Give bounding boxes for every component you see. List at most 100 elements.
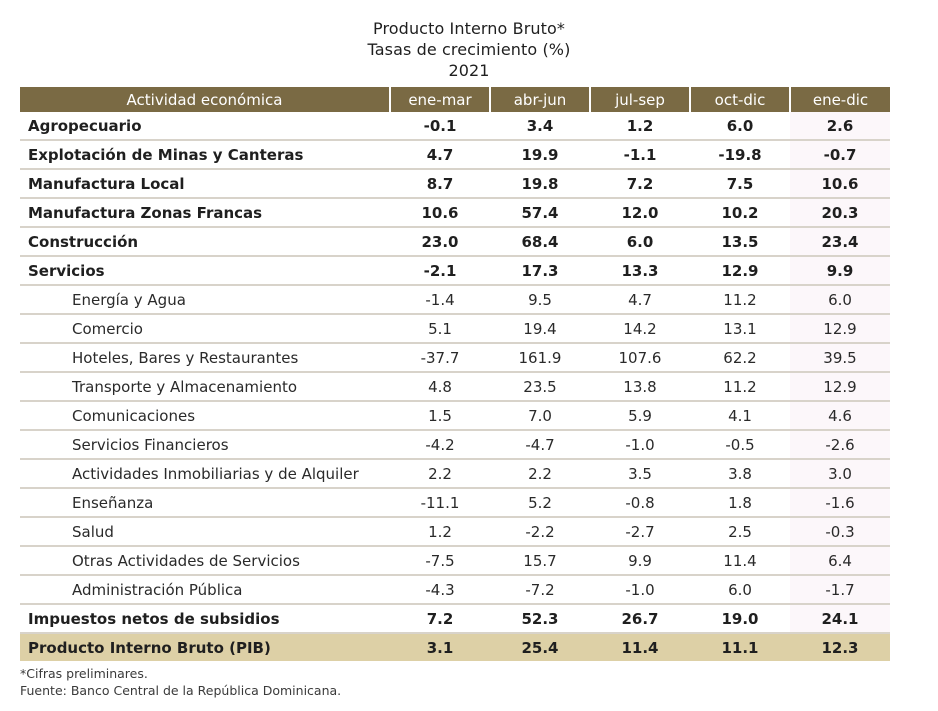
table-title: Producto Interno Bruto* Tasas de crecimi… — [0, 18, 938, 81]
value-annual: -0.3 — [790, 517, 890, 547]
value-annual: 24.1 — [790, 604, 890, 634]
table-row: Comercio 5.1 19.4 14.2 13.1 12.9 — [20, 314, 890, 344]
value-q2: -4.7 — [490, 430, 590, 460]
value-q3: 26.7 — [590, 604, 690, 634]
header-activity: Actividad económica — [20, 87, 390, 112]
title-line-1: Producto Interno Bruto* — [373, 19, 565, 38]
value-annual: 12.9 — [790, 314, 890, 344]
value-annual: 12.9 — [790, 372, 890, 402]
header-q2: abr-jun — [489, 87, 590, 112]
table-row: Enseñanza -11.1 5.2 -0.8 1.8 -1.6 — [20, 488, 890, 518]
value-q1: -4.2 — [390, 430, 490, 460]
activity-label: Manufactura Zonas Francas — [20, 198, 390, 228]
value-q1: 4.7 — [390, 140, 490, 170]
activity-label: Enseñanza — [20, 488, 390, 518]
value-q2: 2.2 — [490, 459, 590, 489]
value-q3: 11.4 — [590, 633, 690, 661]
value-q2: 161.9 — [490, 343, 590, 373]
table-row: Otras Actividades de Servicios -7.5 15.7 9.… — [20, 546, 890, 576]
value-q4: 62.2 — [690, 343, 790, 373]
title-line-3: 2021 — [448, 61, 490, 80]
table-row: Comunicaciones 1.5 7.0 5.9 4.1 4.6 — [20, 401, 890, 431]
table-row: Manufactura Zonas Francas 10.6 57.4 12.0 10.… — [20, 198, 890, 228]
activity-label: Manufactura Local — [20, 169, 390, 199]
header-q4: oct-dic — [689, 87, 790, 112]
activity-label: Comercio — [20, 314, 390, 344]
activity-label: Producto Interno Bruto (PIB) — [20, 633, 390, 661]
value-q3: -0.8 — [590, 488, 690, 518]
value-q4: 11.2 — [690, 372, 790, 402]
value-q3: 107.6 — [590, 343, 690, 373]
table-row: Servicios Financieros -4.2 -4.7 -1.0 -0.5 -2.… — [20, 430, 890, 460]
value-q3: -2.7 — [590, 517, 690, 547]
activity-label: Actividades Inmobiliarias y de Alquiler — [20, 459, 390, 489]
activity-label: Hoteles, Bares y Restaurantes — [20, 343, 390, 373]
footnotes: *Cifras preliminares. Fuente: Banco Cent… — [20, 665, 341, 699]
table-row: Transporte y Almacenamiento 4.8 23.5 13.8 11… — [20, 372, 890, 402]
table-row: Energía y Agua -1.4 9.5 4.7 11.2 6.0 — [20, 285, 890, 315]
value-q4: -0.5 — [690, 430, 790, 460]
value-annual: 10.6 — [790, 169, 890, 199]
title-line-2: Tasas de crecimiento (%) — [367, 40, 571, 59]
value-q4: 19.0 — [690, 604, 790, 634]
table-row: Manufactura Local 8.7 19.8 7.2 7.5 10.6 — [20, 169, 890, 199]
activity-label: Construcción — [20, 227, 390, 257]
header-q1: ene-mar — [389, 87, 490, 112]
value-q3: 4.7 — [590, 285, 690, 315]
value-q4: -19.8 — [690, 140, 790, 170]
value-q1: -7.5 — [390, 546, 490, 576]
value-annual: 23.4 — [790, 227, 890, 257]
value-q4: 11.1 — [690, 633, 790, 661]
value-q4: 7.5 — [690, 169, 790, 199]
value-q3: 1.2 — [590, 112, 690, 141]
value-q3: -1.1 — [590, 140, 690, 170]
value-q3: 12.0 — [590, 198, 690, 228]
table-row: Agropecuario -0.1 3.4 1.2 6.0 2.6 — [20, 112, 890, 141]
value-q4: 12.9 — [690, 256, 790, 286]
activity-label: Explotación de Minas y Canteras — [20, 140, 390, 170]
value-annual: 9.9 — [790, 256, 890, 286]
value-q2: 9.5 — [490, 285, 590, 315]
activity-label: Administración Pública — [20, 575, 390, 605]
value-q4: 2.5 — [690, 517, 790, 547]
value-annual: 6.4 — [790, 546, 890, 576]
value-q3: -1.0 — [590, 430, 690, 460]
value-annual: -1.6 — [790, 488, 890, 518]
gdp-growth-table: Actividad económica ene-mar abr-jun jul-… — [20, 87, 890, 661]
value-q1: 3.1 — [390, 633, 490, 661]
value-q2: -2.2 — [490, 517, 590, 547]
value-q4: 3.8 — [690, 459, 790, 489]
table-row: Servicios -2.1 17.3 13.3 12.9 9.9 — [20, 256, 890, 286]
value-q1: 10.6 — [390, 198, 490, 228]
table-row: Actividades Inmobiliarias y de Alquiler 2… — [20, 459, 890, 489]
value-annual: 39.5 — [790, 343, 890, 373]
value-q3: 5.9 — [590, 401, 690, 431]
value-q1: -0.1 — [390, 112, 490, 141]
value-q1: 1.5 — [390, 401, 490, 431]
activity-label: Comunicaciones — [20, 401, 390, 431]
value-q2: 3.4 — [490, 112, 590, 141]
table-row: Salud 1.2 -2.2 -2.7 2.5 -0.3 — [20, 517, 890, 547]
value-annual: -2.6 — [790, 430, 890, 460]
value-q3: 6.0 — [590, 227, 690, 257]
value-q4: 6.0 — [690, 112, 790, 141]
total-row: Producto Interno Bruto (PIB) 3.1 25.4 11.4 1… — [20, 633, 890, 661]
value-annual: 12.3 — [790, 633, 890, 661]
value-q3: 3.5 — [590, 459, 690, 489]
value-q4: 1.8 — [690, 488, 790, 518]
table-row: Administración Pública -4.3 -7.2 -1.0 6.0 -1.… — [20, 575, 890, 605]
value-q4: 11.2 — [690, 285, 790, 315]
value-q1: 23.0 — [390, 227, 490, 257]
activity-label: Transporte y Almacenamiento — [20, 372, 390, 402]
header-q3: jul-sep — [589, 87, 690, 112]
value-q2: -7.2 — [490, 575, 590, 605]
value-q3: 13.3 — [590, 256, 690, 286]
value-q2: 17.3 — [490, 256, 590, 286]
value-q2: 19.9 — [490, 140, 590, 170]
value-annual: 20.3 — [790, 198, 890, 228]
value-q2: 23.5 — [490, 372, 590, 402]
activity-label: Agropecuario — [20, 112, 390, 141]
value-annual: -1.7 — [790, 575, 890, 605]
value-annual: 2.6 — [790, 112, 890, 141]
table-row: Explotación de Minas y Canteras 4.7 19.9 -1… — [20, 140, 890, 170]
